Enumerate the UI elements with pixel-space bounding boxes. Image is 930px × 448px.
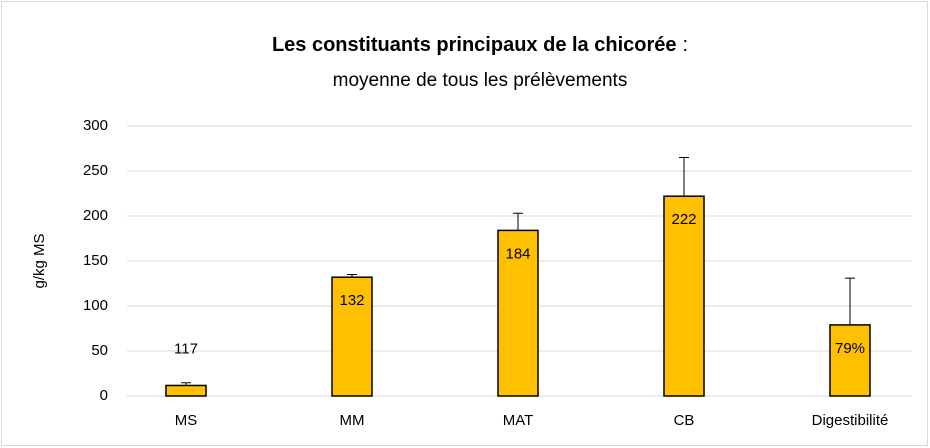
data-label: 79% bbox=[835, 340, 865, 357]
y-axis-label: g/kg MS bbox=[31, 233, 48, 288]
x-tick-label: CB bbox=[674, 412, 695, 429]
bar bbox=[663, 195, 705, 397]
x-tick-label: MS bbox=[175, 412, 198, 429]
chart-title-suffix: : bbox=[683, 34, 689, 56]
data-label: 117 bbox=[174, 340, 198, 357]
bar bbox=[829, 324, 871, 397]
bar bbox=[165, 384, 207, 397]
chart-title: Les constituants principaux de la chicor… bbox=[272, 34, 677, 56]
error-bar bbox=[845, 277, 855, 325]
y-tick-label: 150 bbox=[83, 252, 108, 269]
data-label: 222 bbox=[671, 211, 696, 228]
error-bar bbox=[513, 212, 523, 231]
x-tick-label: MM bbox=[340, 412, 365, 429]
data-label: 184 bbox=[505, 245, 530, 262]
error-bar bbox=[181, 382, 191, 386]
chart-title-line: Les constituants principaux de la chicor… bbox=[272, 34, 688, 56]
x-tick-label: MAT bbox=[503, 412, 534, 429]
y-tick-label: 300 bbox=[83, 117, 108, 134]
y-tick-label: 200 bbox=[83, 207, 108, 224]
y-tick-label: 0 bbox=[100, 387, 108, 404]
y-tick-label: 250 bbox=[83, 162, 108, 179]
error-bar bbox=[679, 157, 689, 197]
chart-subtitle: moyenne de tous les prélèvements bbox=[333, 70, 628, 91]
y-tick-label: 100 bbox=[83, 297, 108, 314]
x-tick-label: Digestibilité bbox=[812, 412, 889, 429]
data-label: 132 bbox=[339, 292, 364, 309]
y-tick-label: 50 bbox=[91, 342, 108, 359]
error-bar bbox=[347, 274, 357, 278]
